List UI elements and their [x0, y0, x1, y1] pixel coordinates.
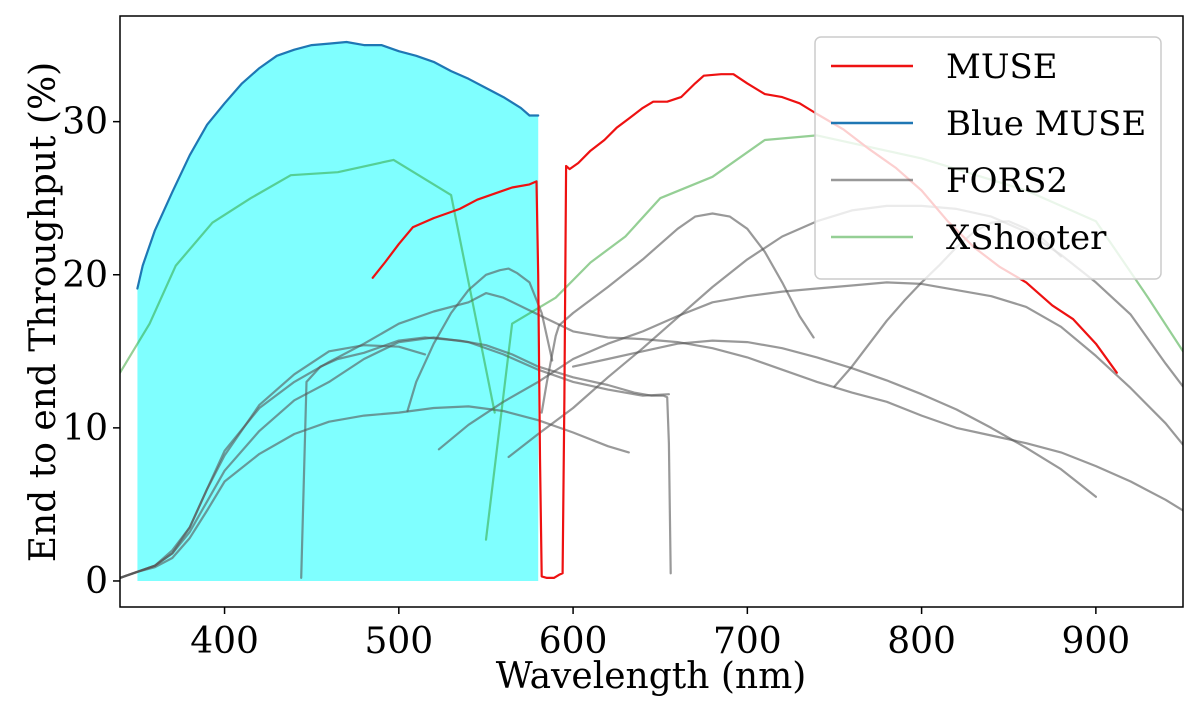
series-line-fors2-8: [540, 212, 815, 414]
legend-label-xshooter: XShooter: [946, 218, 1107, 258]
series-line-blue-muse-1: [136, 40, 540, 290]
x-tick-label-400: 400: [190, 621, 259, 662]
series-line-fors2-11: [571, 339, 1098, 498]
y-tick-label-30: 30: [62, 102, 108, 143]
legend-label-muse: MUSE: [946, 47, 1058, 87]
series-line-fors2-3: [120, 405, 630, 580]
series-line-fors2-7: [437, 281, 1183, 451]
x-tick-label-700: 700: [713, 621, 782, 662]
shaded-area-fill: [137, 42, 539, 581]
x-axis-label: Wavelength (nm): [496, 656, 807, 697]
legend-label-blue-muse: Blue MUSE: [946, 104, 1146, 144]
x-tick-label-500: 500: [364, 621, 433, 662]
legend-label-fors2: FORS2: [946, 161, 1068, 201]
y-tick-label-0: 0: [85, 561, 108, 602]
series-line-xshooter-1: [120, 158, 496, 414]
y-axis-label: End to end Throughput (%): [23, 62, 64, 562]
x-axis-ticks: 400 500 600 700 800 900: [190, 607, 1130, 662]
series-line-fors2-5: [300, 336, 672, 580]
series-line-fors2-4: [120, 292, 1183, 580]
legend: MUSE Blue MUSE FORS2 XShooter: [814, 36, 1162, 280]
blue-muse-shaded-area: [137, 42, 539, 581]
y-tick-label-10: 10: [62, 408, 108, 449]
legend-box: [814, 36, 1162, 280]
x-tick-label-600: 600: [539, 621, 608, 662]
plot-frame: [119, 15, 1184, 608]
series-line-fors2-6: [406, 267, 554, 413]
y-tick-label-20: 20: [62, 255, 108, 296]
y-axis-ticks: 0 10 20 30: [62, 102, 120, 602]
x-tick-label-900: 900: [1062, 621, 1131, 662]
x-tick-label-800: 800: [887, 621, 956, 662]
